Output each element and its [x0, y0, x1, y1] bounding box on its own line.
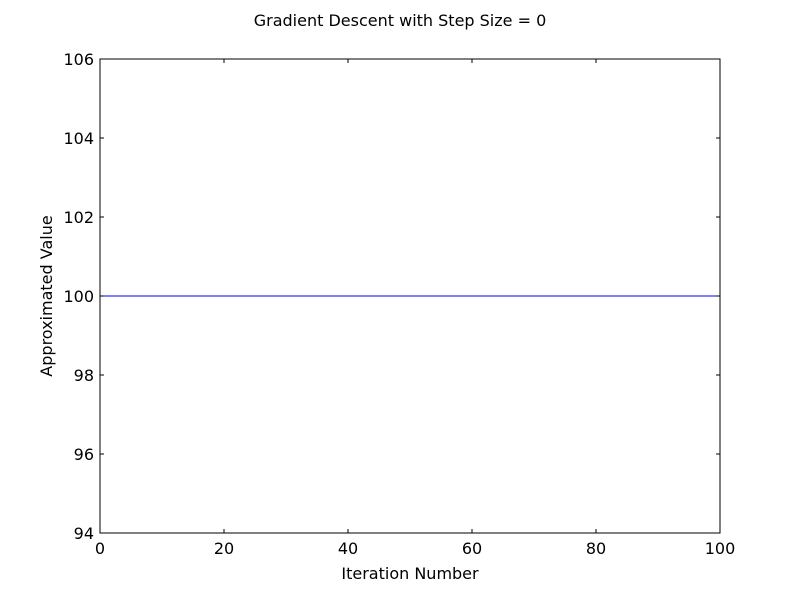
y-tick-label: 94 [74, 524, 94, 543]
y-tick-label: 100 [63, 287, 94, 306]
y-axis-label: Approximated Value [37, 215, 56, 376]
x-tick-label: 60 [462, 539, 482, 558]
x-tick-label: 80 [586, 539, 606, 558]
y-tick-label: 102 [63, 208, 94, 227]
x-tick-label: 40 [338, 539, 358, 558]
y-tick-label: 104 [63, 129, 94, 148]
plot-frame [99, 58, 721, 534]
x-tick-label: 100 [705, 539, 736, 558]
x-tick-label: 0 [95, 539, 105, 558]
chart-title: Gradient Descent with Step Size = 0 [254, 11, 547, 30]
y-tick-label: 96 [74, 445, 94, 464]
x-tick-label: 20 [214, 539, 234, 558]
y-tick-label: 106 [63, 50, 94, 69]
x-axis-label: Iteration Number [341, 564, 479, 583]
y-tick-label: 98 [74, 366, 94, 385]
